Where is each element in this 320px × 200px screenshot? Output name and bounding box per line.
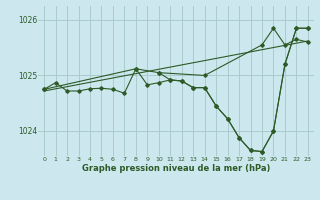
X-axis label: Graphe pression niveau de la mer (hPa): Graphe pression niveau de la mer (hPa) bbox=[82, 164, 270, 173]
